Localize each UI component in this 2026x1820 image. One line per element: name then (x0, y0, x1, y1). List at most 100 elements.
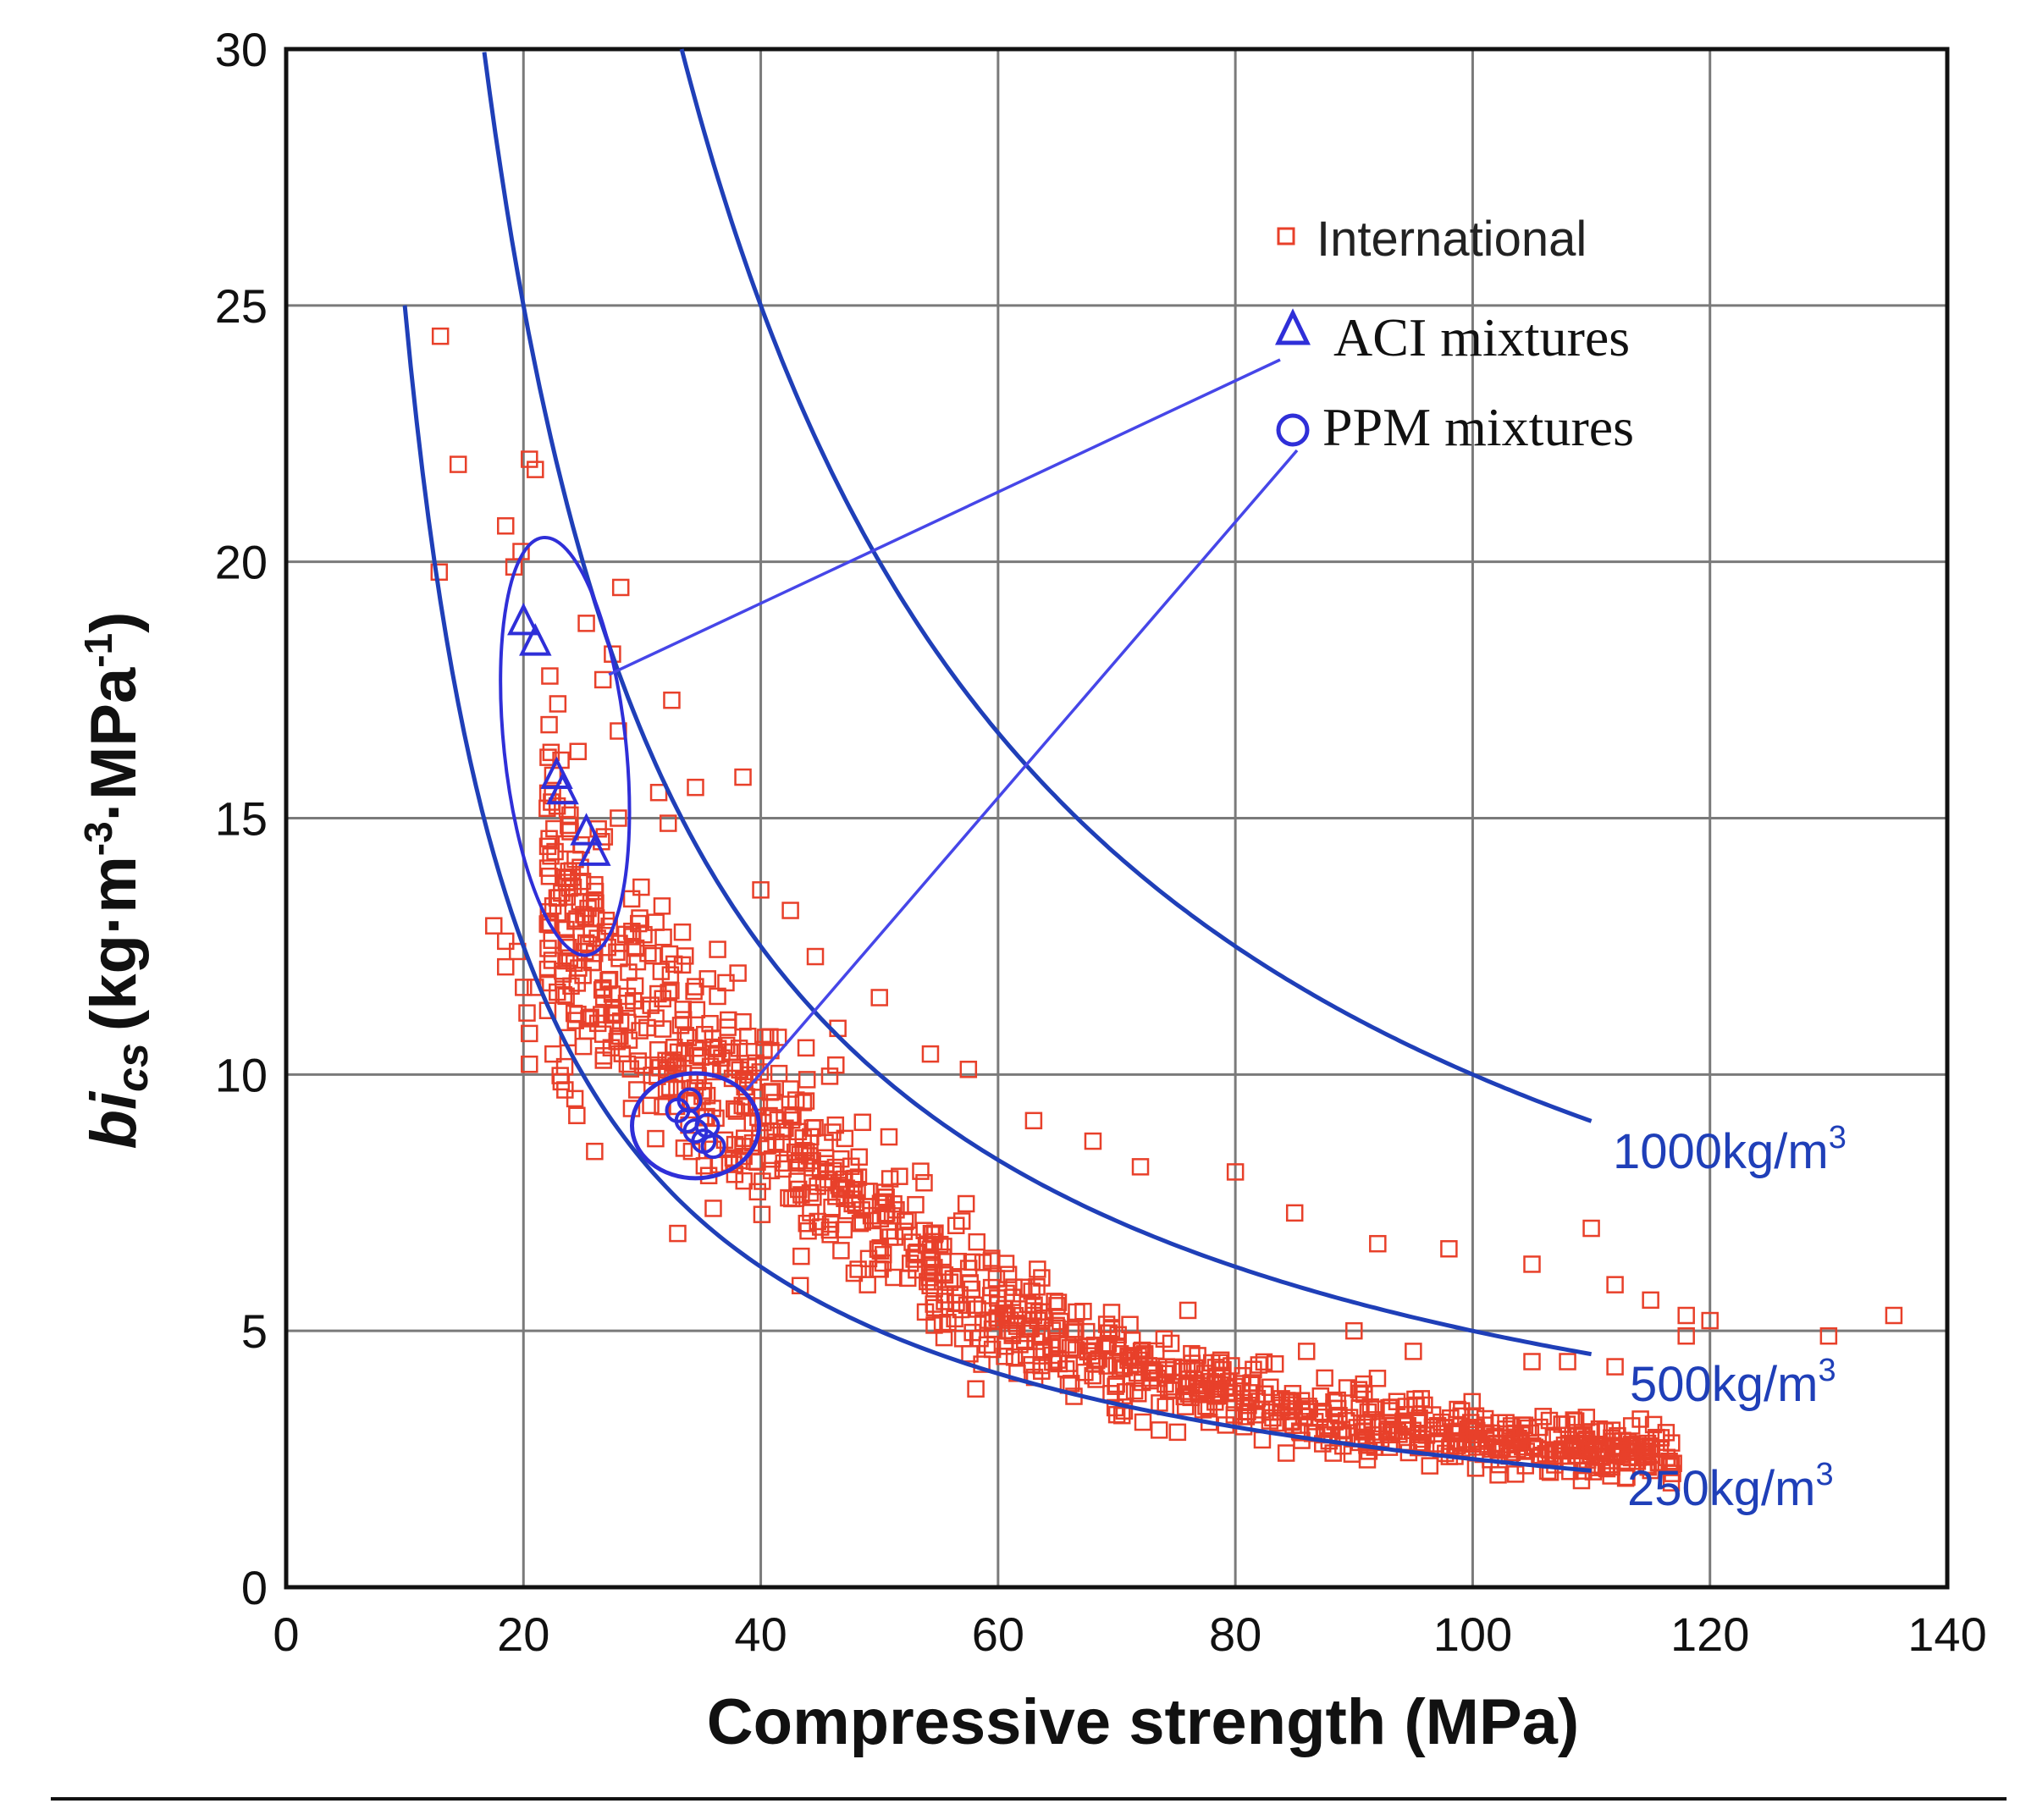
legend-marker-ppm (1276, 413, 1310, 447)
point-international (836, 1129, 854, 1148)
point-international (870, 989, 888, 1007)
point-international (1065, 1323, 1083, 1342)
point-international (925, 1316, 943, 1334)
curve-label-1000: 1000kg/m3 (1613, 1120, 1847, 1179)
ppm-group (629, 1071, 761, 1181)
point-international (1109, 1326, 1127, 1344)
point-international (695, 1156, 714, 1175)
point-international (569, 1006, 587, 1023)
point-international (827, 1188, 845, 1205)
point-international (883, 1207, 902, 1225)
point-international (719, 1018, 737, 1036)
point-international (562, 977, 580, 995)
point-international (1097, 1315, 1116, 1333)
point-international (449, 455, 467, 473)
point-international (1614, 1431, 1631, 1449)
point-international (539, 915, 558, 934)
point-international (1151, 1394, 1168, 1412)
point-international (934, 1248, 952, 1266)
x-tick-label: 100 (1433, 1608, 1512, 1661)
point-international (874, 1193, 892, 1211)
point-international (915, 1173, 933, 1192)
point-international (878, 1205, 896, 1222)
point-international (669, 1055, 687, 1073)
point-international (798, 1143, 815, 1161)
point-international (835, 1221, 853, 1238)
point-international (1642, 1291, 1659, 1310)
point-aci (578, 833, 611, 866)
point-international (763, 1150, 781, 1168)
x-tick-label: 40 (734, 1608, 787, 1661)
point-international (838, 1201, 856, 1220)
point-international (849, 1168, 868, 1186)
point-international (611, 578, 630, 597)
point-international (549, 695, 567, 713)
point-international (622, 890, 641, 908)
point-international (1324, 1444, 1342, 1462)
point-international (845, 1264, 864, 1282)
point-international (1421, 1457, 1439, 1475)
ppm-ellipse (629, 1071, 761, 1181)
point-international (832, 1242, 850, 1260)
point-international (734, 1012, 752, 1031)
point-international (569, 742, 588, 761)
point-international (673, 956, 692, 974)
point-international (1428, 1416, 1447, 1435)
point-international (1364, 1426, 1383, 1444)
point-international (1028, 1278, 1046, 1296)
point-international (1609, 1426, 1626, 1445)
point-international (585, 945, 604, 962)
point-international (891, 1167, 908, 1185)
point-international (1175, 1387, 1194, 1406)
point-international (1083, 1347, 1101, 1365)
point-international (769, 1029, 787, 1046)
point-international (1237, 1408, 1256, 1426)
point-international (1677, 1306, 1695, 1325)
point-international (497, 957, 515, 976)
point-international (1157, 1375, 1174, 1393)
point-international (826, 1116, 845, 1134)
point-international (1333, 1420, 1350, 1438)
point-international (610, 809, 627, 827)
point-international (1582, 1219, 1600, 1238)
point-international (616, 925, 635, 944)
point-international (1553, 1415, 1571, 1433)
point-international (610, 935, 628, 952)
point-international (593, 670, 612, 689)
point-international (1311, 1387, 1330, 1405)
y-axis-title: bics(kg·m-3·MPa-1) (76, 612, 157, 1150)
point-international (580, 1010, 598, 1028)
point-international (1512, 1426, 1531, 1444)
point-international (1412, 1390, 1431, 1408)
point-international (1300, 1400, 1319, 1418)
x-tick-label: 140 (1907, 1608, 1986, 1661)
point-international (1245, 1360, 1262, 1379)
point-international (1486, 1427, 1504, 1446)
point-international (869, 1240, 887, 1258)
point-international (1124, 1348, 1143, 1367)
legend-label-international: International (1317, 212, 1587, 267)
point-international (1639, 1458, 1657, 1476)
point-international (1046, 1293, 1063, 1310)
point-international (952, 1212, 971, 1230)
point-international (1885, 1306, 1903, 1325)
point-international (1250, 1356, 1268, 1374)
point-international (1316, 1369, 1333, 1387)
point-international (875, 1245, 892, 1264)
point-international (969, 1300, 986, 1318)
point-international (1223, 1357, 1240, 1375)
point-international (880, 1128, 898, 1146)
point-international (999, 1266, 1018, 1283)
point-international (1273, 1398, 1291, 1417)
curve-500 (482, 52, 1593, 1357)
plot-frame (284, 47, 1950, 1590)
point-international (1328, 1399, 1347, 1418)
point-international (679, 1029, 698, 1046)
point-international (1098, 1357, 1117, 1375)
point-international (1618, 1452, 1637, 1470)
point-international (1383, 1416, 1401, 1435)
point-international (1416, 1396, 1433, 1415)
point-international (521, 450, 538, 468)
point-international (1272, 1396, 1290, 1415)
